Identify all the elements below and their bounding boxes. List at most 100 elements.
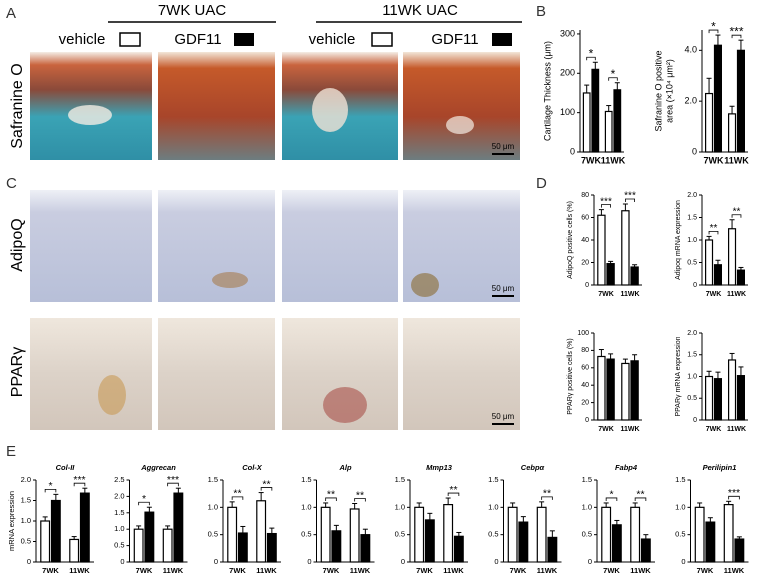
x-tick-label: 11WK xyxy=(727,426,746,433)
bar xyxy=(727,228,737,286)
group-title: 7WK UAC xyxy=(158,2,227,19)
y-tick-label: 1.5 xyxy=(21,495,31,504)
significance-label: * xyxy=(589,46,594,60)
micrograph-row xyxy=(30,190,520,302)
y-tick-label: 20 xyxy=(581,399,589,406)
bar xyxy=(50,499,61,563)
y-axis-label: AdipoQ positive cells (%) xyxy=(567,201,574,279)
micrograph xyxy=(158,318,275,430)
significance-bracket xyxy=(731,214,742,218)
bar xyxy=(597,214,606,286)
y-tick-label: 0 xyxy=(214,557,218,566)
significance-label: ** xyxy=(327,489,335,501)
chart-title: Cebpα xyxy=(521,463,545,472)
x-tick-label: 7WK xyxy=(706,291,722,298)
bar xyxy=(443,504,454,563)
bar xyxy=(713,264,723,286)
significance-label: * xyxy=(48,480,52,492)
bar xyxy=(349,508,360,563)
x-tick-label: 7WK xyxy=(42,566,59,575)
significance-label: *** xyxy=(728,487,740,499)
significance-label: * xyxy=(142,493,146,505)
bar xyxy=(79,492,90,563)
legend-label: GDF11 xyxy=(174,31,221,48)
y-tick-label: 1.5 xyxy=(687,352,697,359)
x-tick-label: 7WK xyxy=(603,566,620,575)
significance-bracket xyxy=(73,482,86,487)
bar xyxy=(237,532,248,563)
bar xyxy=(414,506,425,563)
significance-bracket xyxy=(601,204,611,208)
x-tick-label: 7WK xyxy=(697,566,714,575)
y-tick-label: 40 xyxy=(581,237,589,244)
bar xyxy=(518,521,529,563)
y-axis-label: Safranine O positive xyxy=(653,50,663,131)
significance-bracket xyxy=(167,482,179,487)
y-axis-label: Adipoq mRNA expression xyxy=(675,200,682,280)
y-tick-label: 0 xyxy=(681,557,685,566)
bar xyxy=(713,378,723,421)
significance-bracket xyxy=(541,496,553,500)
bar xyxy=(601,506,612,563)
y-tick-label: 20 xyxy=(581,259,589,266)
row-label: PPARγ xyxy=(9,347,26,397)
bar xyxy=(723,504,734,563)
y-tick-label: 2.0 xyxy=(21,475,31,484)
y-tick-label: 60 xyxy=(581,214,589,221)
x-tick-label: 11WK xyxy=(537,566,558,575)
x-tick-label: 11WK xyxy=(620,426,639,433)
x-tick-label: 11WK xyxy=(724,566,745,575)
x-tick-label: 11WK xyxy=(724,155,749,165)
significance-label: ** xyxy=(733,206,741,217)
y-tick-label: 1.0 xyxy=(114,524,124,533)
legend-swatch xyxy=(371,32,393,47)
y-tick-label: 1.0 xyxy=(687,373,697,380)
y-tick-label: 1.5 xyxy=(208,475,218,484)
significance-bracket xyxy=(354,498,366,502)
legend-label: GDF11 xyxy=(431,31,478,48)
significance-label: * xyxy=(611,67,616,81)
texture xyxy=(312,88,348,132)
micrograph-row xyxy=(30,52,520,160)
legend-swatch xyxy=(492,33,512,46)
texture xyxy=(411,273,439,297)
significance-label: ** xyxy=(636,489,644,501)
significance-bracket xyxy=(728,495,740,500)
legend-label: vehicle xyxy=(59,31,106,48)
y-tick-label: 2.0 xyxy=(684,96,697,106)
significance-label: ** xyxy=(233,488,241,500)
significance-bracket xyxy=(325,497,337,501)
y-tick-label: 200 xyxy=(560,68,575,78)
bar xyxy=(40,520,51,563)
y-tick-label: 0.5 xyxy=(21,536,31,545)
significance-label: ** xyxy=(710,223,718,234)
y-tick-label: 300 xyxy=(560,28,575,38)
bar xyxy=(736,269,746,286)
bar xyxy=(597,355,606,421)
y-tick-label: 2.0 xyxy=(114,491,124,500)
x-tick-label: 7WK xyxy=(704,155,725,165)
micrograph xyxy=(403,52,520,160)
bar xyxy=(331,530,342,563)
bar xyxy=(144,511,155,563)
y-tick-label: 1.5 xyxy=(675,475,685,484)
significance-bracket xyxy=(44,488,57,493)
bar xyxy=(591,68,600,153)
bar xyxy=(360,534,371,563)
bar xyxy=(704,375,714,421)
significance-label: ** xyxy=(262,478,270,490)
micrograph-row xyxy=(30,318,520,430)
bar xyxy=(621,362,630,421)
micrograph xyxy=(158,52,275,160)
x-tick-label: 11WK xyxy=(443,566,464,575)
significance-label: *** xyxy=(167,474,179,486)
y-tick-label: 0 xyxy=(588,557,592,566)
bar xyxy=(630,506,641,563)
y-tick-label: 0 xyxy=(307,557,311,566)
bar xyxy=(640,538,651,563)
texture xyxy=(212,272,248,288)
y-tick-label: 0 xyxy=(494,557,498,566)
significance-bracket xyxy=(447,492,460,497)
significance-bracket xyxy=(634,497,647,501)
